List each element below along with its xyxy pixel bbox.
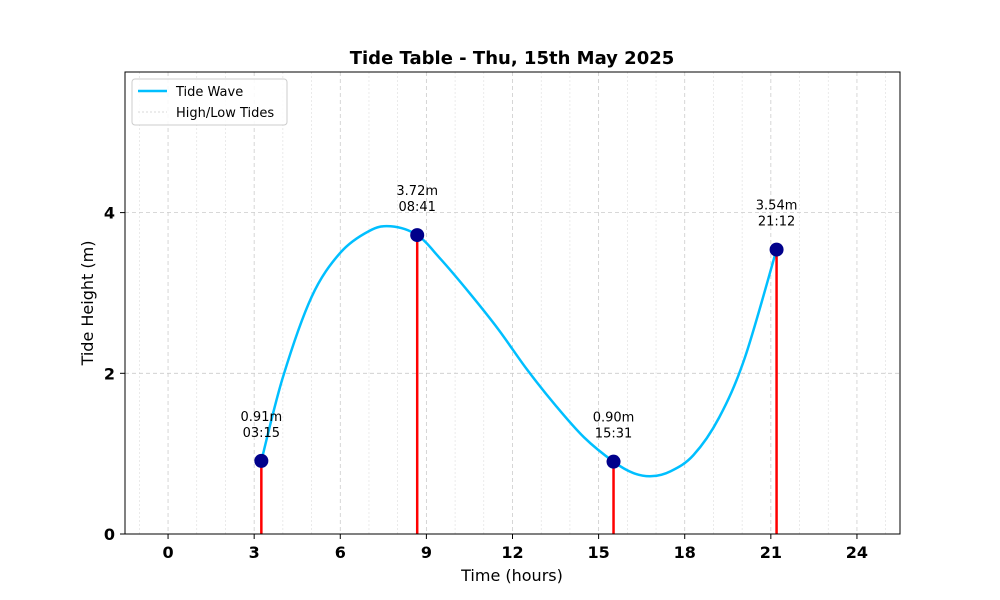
- y-tick-label: 0: [104, 525, 115, 544]
- tide-marker: [606, 454, 621, 469]
- y-tick-label: 4: [104, 204, 115, 223]
- tide-marker: [769, 242, 784, 257]
- tide-time-label: 15:31: [595, 427, 632, 442]
- legend-box: [131, 78, 288, 126]
- tide-wave-line: [260, 224, 778, 478]
- tide-time-label: 08:41: [398, 200, 435, 215]
- tide-height-label: 3.72m: [396, 184, 438, 199]
- tide-time-label: 21:12: [758, 215, 795, 230]
- tide-height-label: 0.91m: [241, 410, 283, 425]
- tide-height-label: 3.54m: [756, 199, 798, 214]
- x-tick-label: 21: [760, 543, 782, 562]
- x-tick-label: 6: [335, 543, 346, 562]
- x-tick-label: 9: [421, 543, 432, 562]
- chart-title: Tide Table - Thu, 15th May 2025: [350, 48, 675, 69]
- x-tick-label: 0: [162, 543, 173, 562]
- tide-marker: [410, 228, 425, 243]
- tide-height-label: 0.90m: [593, 411, 635, 426]
- x-tick-label: 18: [674, 543, 696, 562]
- x-tick-label: 15: [587, 543, 609, 562]
- legend-label-tide-wave: Tide Wave: [175, 85, 243, 100]
- y-tick-label: 2: [104, 364, 115, 383]
- legend-label-high-low-tides: High/Low Tides: [176, 106, 274, 121]
- tide-marker: [254, 453, 269, 468]
- x-tick-label: 3: [249, 543, 260, 562]
- grid: [125, 72, 900, 534]
- x-axis-label: Time (hours): [460, 566, 563, 585]
- x-tick-label: 24: [846, 543, 868, 562]
- y-axis-label: Tide Height (m): [78, 241, 97, 367]
- tide-time-label: 03:15: [243, 426, 280, 441]
- legend: Tide Wave High/Low Tides: [131, 78, 288, 126]
- x-tick-label: 12: [501, 543, 523, 562]
